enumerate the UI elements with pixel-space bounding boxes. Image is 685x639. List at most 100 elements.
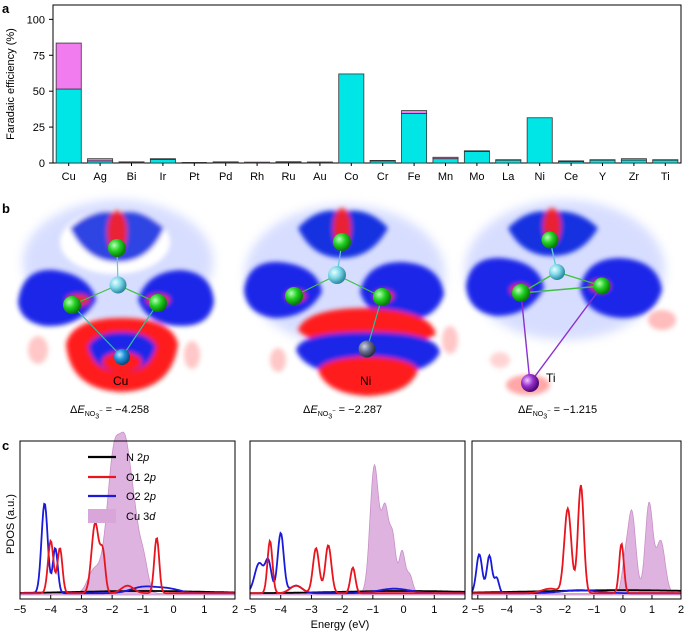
bar-Cr-s1 [369,160,396,162]
pdos-xtick-label: 2 [232,604,238,616]
pdos-xtick-label: 2 [462,604,468,616]
n-atom-ni [328,266,346,284]
pdos-metal-3d-fill [249,463,466,596]
o-atom-right-cu [149,294,167,312]
pdos-xtick-label: −5 [472,604,485,616]
pdos-ylabel: PDOS (a.u.) [5,494,17,554]
chart-a-xlabel-Ru: Ru [281,171,295,183]
bar-Ag-s1 [87,158,114,162]
o-atom-left-ni [285,287,303,305]
delta-e-label-cu: ΔENO3− = −4.258 [70,404,150,421]
bar-Ru-s1 [275,161,302,163]
chart-a-xlabel-Y: Y [599,171,607,183]
chart-a-xlabel-Pd: Pd [219,171,232,183]
chart-a-xlabel-Zr: Zr [629,171,640,183]
pdos-n2p-line [250,590,465,594]
pdos-xtick-label: −1 [137,604,150,616]
pdos-legend: N 2p O1 2p O2 2p Cu 3d [88,452,156,523]
metal-label-ti: Ti [546,371,556,385]
pdos-xtick-label: −1 [367,604,380,616]
o-atom-right-ni [373,288,391,306]
legend-swatch-cu3d [88,509,116,523]
o-atom-top-cu [108,239,126,257]
bar-Mo-s0 [463,151,490,164]
charge-density-structure-ti: Ti [465,200,676,395]
bar-Ce-s1 [558,160,585,162]
pdos-xtick-label: −1 [588,604,601,616]
chart-a-xlabel-Ti: Ti [661,171,670,183]
bar-Ir-s0 [149,159,176,164]
pdos-xtick-label: −5 [14,604,27,616]
pdos-xtick-label: −2 [336,604,349,616]
chart-a-xlabel-La: La [502,171,515,183]
delta-e-label-ti: ΔENO3− = −1.215 [518,404,598,421]
pdos-xlabel: Energy (eV) [311,619,370,631]
pdos-xtick-label: −3 [530,604,543,616]
pdos-frame-ni [249,440,466,600]
bar-La-s1 [495,159,522,161]
chart-a-xlabel-Cu: Cu [62,171,76,183]
bar-Mo-s1 [463,150,490,152]
bar-Au-s1 [306,161,333,163]
faradaic-efficiency-bar-chart: 0 25 50 75 100 Cu Ag Bi Ir Pt Pd Rh Ru Au Co Cr Fe Mn Mo L… [5,4,682,183]
pdos-xtick-label: 0 [401,604,407,616]
legend-label-o2-2p: O2 2p [126,491,156,503]
bar-Cu-s1 [55,42,82,90]
pdos-xtick-label: 2 [678,604,684,616]
bar-Zr-s0 [620,159,647,164]
n-atom-cu [109,276,127,294]
chart-a-xlabel-Au: Au [313,171,326,183]
bar-Ti-s1 [652,159,679,161]
pdos-xtick-label: −4 [274,604,287,616]
bar-Ir-s1 [149,158,176,160]
o-atom-top-ti [541,231,559,249]
chart-a-xlabel-Bi: Bi [127,171,137,183]
chart-a-xlabel-Ce: Ce [564,171,578,183]
bar-Bi-s1 [118,161,145,163]
o-atom-right-ti [593,277,611,295]
pdos-frame-cu [19,440,236,600]
legend-label-o1-2p: O1 2p [126,472,156,484]
cu-atom [114,349,130,365]
o-atom-top-ni [333,233,351,251]
chart-a-xlabel-Pt: Pt [189,171,199,183]
bar-Co-s0 [338,73,365,164]
chart-a-ytick-label: 75 [33,50,45,62]
ti-atom [521,374,539,392]
o-atom-left-ti [512,284,530,302]
charge-density-structure-ni: Ni [244,205,458,396]
bar-Rh-s1 [244,161,271,164]
ni-atom [358,340,376,358]
panel-b-letter: b [2,201,10,216]
chart-a-xlabel-Mn: Mn [438,171,453,183]
bar-Mn-s1 [432,156,459,160]
bar-Zr-s1 [620,158,647,161]
chart-a-xlabel-Mo: Mo [469,171,484,183]
pdos-xtick-label: −4 [44,604,57,616]
pdos-o2-2p-line [249,531,465,595]
pdos-xtick-label: −2 [559,604,572,616]
n-atom-ti [549,264,565,280]
pdos-xtick-label: −2 [106,604,119,616]
chart-a-xlabel-Co: Co [344,171,358,183]
delta-e-label-ni: ΔENO3− = −2.287 [303,404,383,421]
panel-a-letter: a [2,1,10,16]
pdos-o1-2p-line [472,484,681,595]
panel-c-letter: c [2,438,9,453]
chart-a-xlabel-Fe: Fe [408,171,421,183]
metal-label-ni: Ni [360,374,371,388]
legend-label-cu3d: Cu 3d [126,511,156,523]
pdos-panel-ni: −5 −4 −3 −2 −1 0 1 2 [244,440,468,616]
chart-a-xlabel-Cr: Cr [377,171,389,183]
chart-a-xlabel-Ir: Ir [160,171,167,183]
chart-a-ytick-label: 25 [33,122,45,134]
legend-label-n2p: N 2p [126,452,149,464]
pdos-xtick-label: −5 [244,604,257,616]
chart-a-frame [52,4,682,164]
pdos-xtick-label: 1 [431,604,437,616]
o-atom-left-cu [63,296,81,314]
chart-a-ylabel: Faradaic efficiency (%) [5,28,17,140]
pdos-xtick-label: −3 [75,604,88,616]
chart-a-ytick-label: 100 [27,14,45,26]
pdos-frame-ti [471,440,682,600]
